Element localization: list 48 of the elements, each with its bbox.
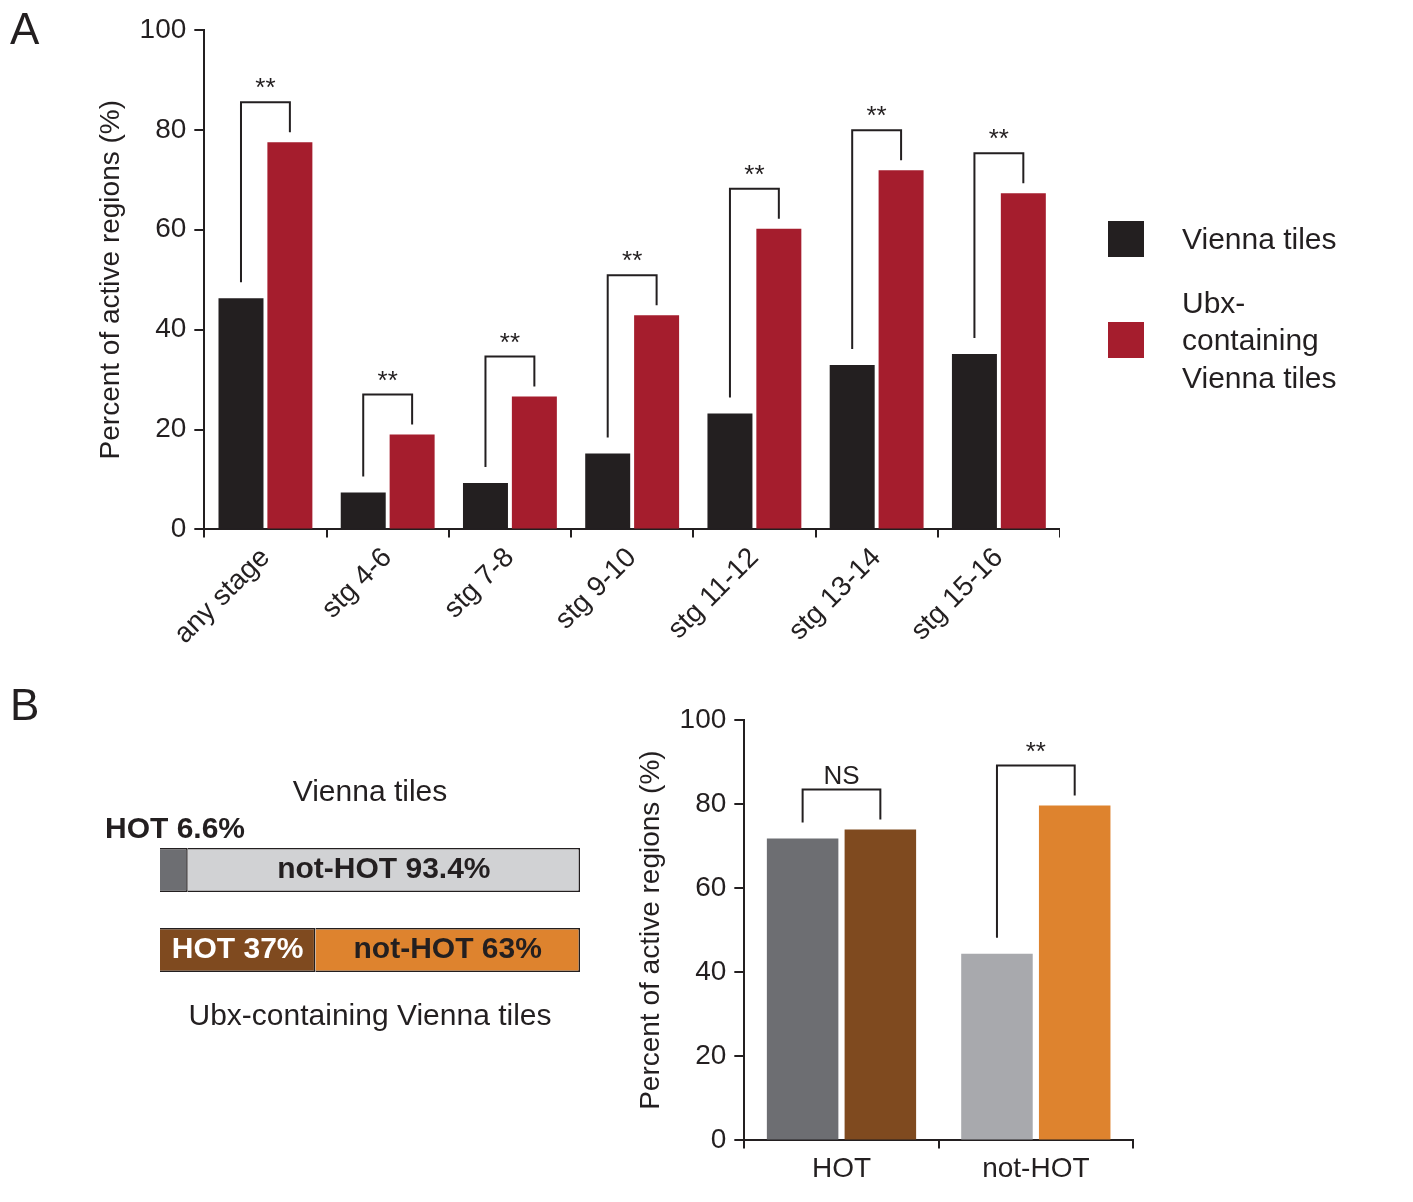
y-tick-label: 20: [695, 1039, 727, 1070]
bar: [766, 838, 839, 1140]
y-tick-label: 20: [155, 412, 187, 444]
y-tick-label: 100: [679, 702, 727, 734]
y-tick-label: 60: [695, 870, 727, 902]
x-tick-label: HOT: [811, 1151, 872, 1183]
bar: [634, 315, 680, 529]
y-tick-label: 40: [695, 954, 727, 986]
data-label: not-HOT 93.4%: [277, 851, 491, 885]
category-label: Ubx-containing Vienna tiles: [188, 998, 552, 1032]
y-tick-label: 60: [155, 212, 187, 244]
annotation: **: [622, 245, 643, 276]
data-label: not-HOT 63%: [353, 931, 542, 965]
legend-label: Ubx-containing Vienna tiles: [1182, 284, 1338, 396]
bar: [961, 953, 1033, 1140]
bar: [756, 228, 802, 529]
bar: [1000, 193, 1046, 529]
data-label: HOT 6.6%: [104, 811, 246, 845]
annotation: **: [744, 158, 765, 189]
x-tick-label: stg 7-8: [437, 541, 520, 624]
bar: [844, 829, 917, 1140]
annotation: **: [866, 100, 887, 131]
y-tick-label: 80: [155, 112, 187, 144]
category-label: Vienna tiles: [292, 774, 448, 808]
y-tick-label: 80: [695, 786, 727, 818]
x-tick-label: stg 4-6: [314, 541, 398, 624]
data-label: HOT 37%: [171, 931, 304, 965]
y-tick-label: 40: [155, 312, 187, 344]
annotation: **: [255, 72, 276, 103]
y-axis-title: Percent of active regions (%): [633, 750, 665, 1110]
y-tick-label: 100: [139, 12, 187, 44]
bar: [878, 170, 924, 529]
bar: [267, 142, 313, 529]
legend-label: Vienna tiles: [1182, 221, 1337, 257]
y-tick-label: 0: [170, 512, 187, 544]
annotation: NS: [823, 759, 860, 790]
annotation: **: [1025, 735, 1046, 766]
annotation: **: [988, 123, 1009, 154]
x-tick-label: not-HOT: [982, 1151, 1090, 1183]
text: B: [10, 680, 40, 730]
annotation: **: [499, 326, 521, 357]
bar: [1038, 805, 1111, 1140]
text: A: [10, 4, 40, 54]
bar: [511, 396, 557, 529]
bar: [389, 434, 435, 529]
y-tick-label: 0: [710, 1123, 727, 1155]
annotation: **: [377, 364, 398, 395]
y-axis-title: Percent of active regions (%): [93, 99, 125, 460]
